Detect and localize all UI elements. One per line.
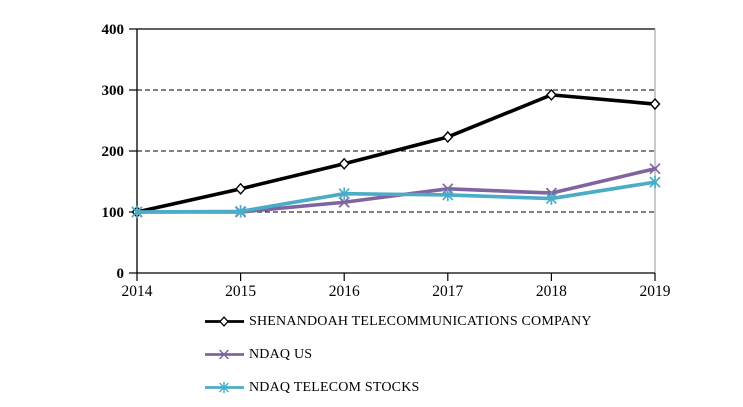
diamond-marker bbox=[442, 130, 454, 144]
y-tick-label-300: 300 bbox=[102, 83, 125, 99]
y-tick-label-200: 200 bbox=[102, 144, 125, 160]
series-1 bbox=[131, 163, 661, 218]
x-marker bbox=[338, 196, 350, 208]
x-tick-label-2014: 2014 bbox=[122, 283, 153, 300]
diamond-marker bbox=[338, 157, 350, 170]
diamond-marker bbox=[235, 182, 247, 195]
legend-label-ndaq-us: NDAQ US bbox=[249, 346, 313, 362]
legend: SHENANDOAH TELECOMMUNICATIONS COMPANY ND… bbox=[204, 311, 592, 407]
series-line-1 bbox=[135, 166, 657, 214]
legend-swatch-diamond bbox=[205, 316, 244, 327]
y-tick-label-400: 400 bbox=[102, 22, 125, 38]
series-0 bbox=[131, 88, 661, 219]
y-tick-label-100: 100 bbox=[102, 205, 125, 221]
x-tick-label-2015: 2015 bbox=[225, 283, 256, 300]
x-tick-label-2016: 2016 bbox=[329, 283, 360, 300]
legend-item-ndaq-telecom: NDAQ TELECOM STOCKS bbox=[204, 377, 592, 398]
legend-swatch-asterisk bbox=[205, 382, 244, 393]
legend-item-ndaq-us: NDAQ US bbox=[204, 344, 592, 365]
legend-swatch-x bbox=[205, 349, 244, 360]
legend-marker bbox=[219, 349, 229, 360]
x-tick-label-2017: 2017 bbox=[432, 283, 463, 300]
diamond-marker bbox=[649, 97, 661, 111]
legend-marker bbox=[219, 316, 229, 327]
series-line-0 bbox=[135, 93, 657, 214]
x-marker bbox=[649, 163, 661, 175]
legend-marker bbox=[219, 382, 229, 393]
legend-item-shenandoah: SHENANDOAH TELECOMMUNICATIONS COMPANY bbox=[204, 311, 592, 332]
x-tick-label-2018: 2018 bbox=[536, 283, 567, 300]
diamond-marker bbox=[545, 88, 557, 101]
y-tick-label-0: 0 bbox=[117, 266, 125, 282]
series-line-2 bbox=[135, 180, 657, 214]
legend-label-ndaq-telecom: NDAQ TELECOM STOCKS bbox=[249, 379, 420, 395]
x-tick-label-2019: 2019 bbox=[640, 283, 671, 300]
series-2 bbox=[131, 175, 661, 219]
legend-label-shenandoah: SHENANDOAH TELECOMMUNICATIONS COMPANY bbox=[249, 313, 592, 329]
